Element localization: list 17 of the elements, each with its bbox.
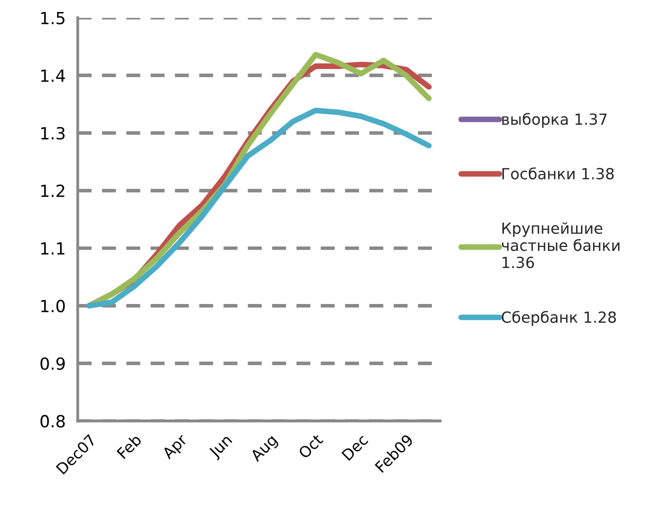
x-tick-label: Jun <box>208 434 234 461</box>
legend-label: Крупнейшие частные банки 1.36 <box>502 222 620 268</box>
y-tick-label: 1.4 <box>41 70 65 82</box>
x-tick-label: Feb <box>116 433 142 460</box>
x-tick-label: Dec <box>341 434 369 461</box>
x-tick-label: Oct <box>298 433 324 460</box>
legend-label: Госбанки 1.38 <box>502 167 614 180</box>
y-tick-label: 1.1 <box>41 242 64 255</box>
legend-label: Сбербанк 1.28 <box>502 310 616 326</box>
y-tick-label: 0.8 <box>40 414 65 428</box>
y-tick-label: 1.3 <box>41 126 65 140</box>
y-tick-label: 1.2 <box>41 184 64 197</box>
y-tick-label: 0.9 <box>40 357 65 370</box>
x-tick-label: Apr <box>161 433 190 462</box>
y-tick-label: 1.0 <box>41 300 65 312</box>
legend-label: выборка 1.37 <box>502 112 607 128</box>
y-tick-label: 1.5 <box>41 12 64 24</box>
